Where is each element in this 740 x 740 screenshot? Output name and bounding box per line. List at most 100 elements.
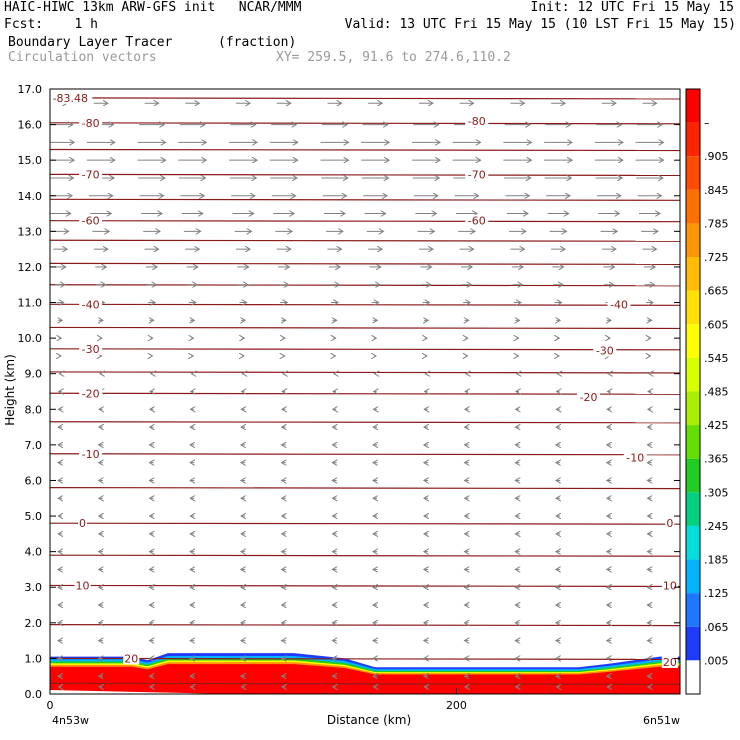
colorbar-cell xyxy=(686,357,700,392)
contour-line-11 xyxy=(50,348,680,351)
contour-label-bg xyxy=(79,447,103,460)
y-tick-label: 2.0 xyxy=(25,617,43,630)
header-valid: Valid: 13 UTC Fri 15 May 15 (10 LST Fri … xyxy=(344,17,736,32)
y-axis-title: Height (km) xyxy=(3,354,17,425)
plot-frame xyxy=(49,88,681,695)
colorbar-label: – xyxy=(704,117,710,130)
contour-label: -20 xyxy=(580,391,598,404)
contour-label: -80 xyxy=(82,117,100,130)
contour-label-bg xyxy=(623,451,647,464)
contour-label-bg xyxy=(79,168,103,181)
colorbar-cell xyxy=(686,492,700,526)
contour-line-8 xyxy=(50,284,680,287)
contour-line-13 xyxy=(50,392,680,395)
colorbar-cell xyxy=(686,257,700,291)
contour-label: 10 xyxy=(663,579,677,592)
contour-line-14 xyxy=(50,421,680,424)
contour-label-bg xyxy=(78,517,88,530)
colorbar-label: .665 xyxy=(704,285,729,298)
colorbar-label: .905 xyxy=(704,150,729,163)
contour-line-19 xyxy=(50,584,680,588)
contour-label: -10 xyxy=(626,451,644,464)
y-tick-label: 8.0 xyxy=(25,403,43,416)
contour-line-20 xyxy=(50,624,680,627)
y-tick-label: 10.0 xyxy=(18,332,43,345)
contour-label-bg xyxy=(465,214,489,227)
colorbar-cell xyxy=(686,324,700,358)
colorbar-cell xyxy=(686,89,700,123)
contour-label: 0 xyxy=(666,517,673,530)
colorbar-cell xyxy=(686,626,700,661)
colorbar-label: .725 xyxy=(704,251,729,264)
contour-line-17 xyxy=(50,522,680,525)
contour-label: -60 xyxy=(82,215,100,228)
contour-label: 20 xyxy=(124,652,138,665)
contour-label-bg xyxy=(79,116,103,129)
terrain xyxy=(50,690,230,694)
y-tick-label: 12.0 xyxy=(18,261,43,274)
contour-line-9 xyxy=(50,303,680,306)
y-tick-label: 17.0 xyxy=(18,83,43,96)
contour-label: -70 xyxy=(82,168,100,181)
contour-label: -40 xyxy=(610,298,628,311)
vectors-label: Circulation vectors xyxy=(8,50,157,65)
colorbar-cell xyxy=(686,660,700,694)
colorbar-label: .305 xyxy=(704,486,729,499)
colorbar-label: .365 xyxy=(704,453,729,466)
colorbar-cell xyxy=(686,156,700,190)
contour-label-bg xyxy=(465,115,489,128)
y-tick-label: 5.0 xyxy=(25,510,43,523)
contour-line-21 xyxy=(50,657,680,661)
contour-label: -20 xyxy=(82,387,100,400)
colorbar-cell xyxy=(686,559,700,594)
y-tick-label: 1.0 xyxy=(25,652,43,665)
contour-label: -80 xyxy=(468,115,486,128)
contour-line-0 xyxy=(50,97,680,100)
y-tick-label: 11.0 xyxy=(18,297,43,310)
colorbar-cell xyxy=(686,458,700,493)
contour-label: -40 xyxy=(82,298,100,311)
contour-line-4 xyxy=(50,198,680,201)
colorbar-label: .545 xyxy=(704,352,729,365)
contour-label: 20 xyxy=(663,656,677,669)
x-tick-label: 0 xyxy=(47,699,54,712)
y-tick-label: 13.0 xyxy=(18,225,43,238)
colorbar-cell xyxy=(686,189,700,224)
header-fcst: Fcst: 1 h xyxy=(4,17,98,32)
contour-line-10 xyxy=(50,326,680,330)
y-tick-label: 14.0 xyxy=(18,190,43,203)
contour-line-22 xyxy=(50,682,680,685)
colorbar-frame xyxy=(685,88,701,695)
contour-label-bg xyxy=(79,214,103,227)
contour-line-12 xyxy=(50,371,680,374)
contour-line-1 xyxy=(50,122,680,125)
contour-label: 10 xyxy=(76,579,90,592)
x-axis: 0 200 xyxy=(47,688,467,712)
contour-line-7 xyxy=(50,262,680,265)
contour-label: 0 xyxy=(79,517,86,530)
contour-label-bg xyxy=(79,387,103,400)
contour-line-16 xyxy=(50,486,680,490)
contour-label: -60 xyxy=(468,215,486,228)
field-units: (fraction) xyxy=(218,35,297,50)
header-title: HAIC-HIWC 13km ARW-GFS init NCAR/MMM xyxy=(4,0,302,15)
colorbar-label: .065 xyxy=(704,621,729,634)
colorbar-cell xyxy=(686,593,700,627)
colorbar-label: .845 xyxy=(704,184,729,197)
y-tick-label: 7.0 xyxy=(25,439,43,452)
x-tick-label: 200 xyxy=(446,699,467,712)
contour-label: -83.48 xyxy=(53,92,88,105)
contour-label-bg xyxy=(74,579,91,592)
contour-label-bg xyxy=(123,652,140,665)
x-axis-title: Distance (km) xyxy=(327,713,411,727)
contour-line-3 xyxy=(50,173,680,177)
colorbar-cell xyxy=(686,290,700,325)
colorbar-label: .785 xyxy=(704,217,729,230)
colorbar-cell xyxy=(686,525,700,560)
contour-line-6 xyxy=(50,239,680,242)
colorbar: – .905 .845 .785 .725 .665 .605 .545 .485 .425 .36… xyxy=(685,88,729,695)
y-tick-label: 3.0 xyxy=(25,581,43,594)
colorbar-label: .245 xyxy=(704,520,729,533)
x-end-label: 6n51w xyxy=(643,714,680,727)
